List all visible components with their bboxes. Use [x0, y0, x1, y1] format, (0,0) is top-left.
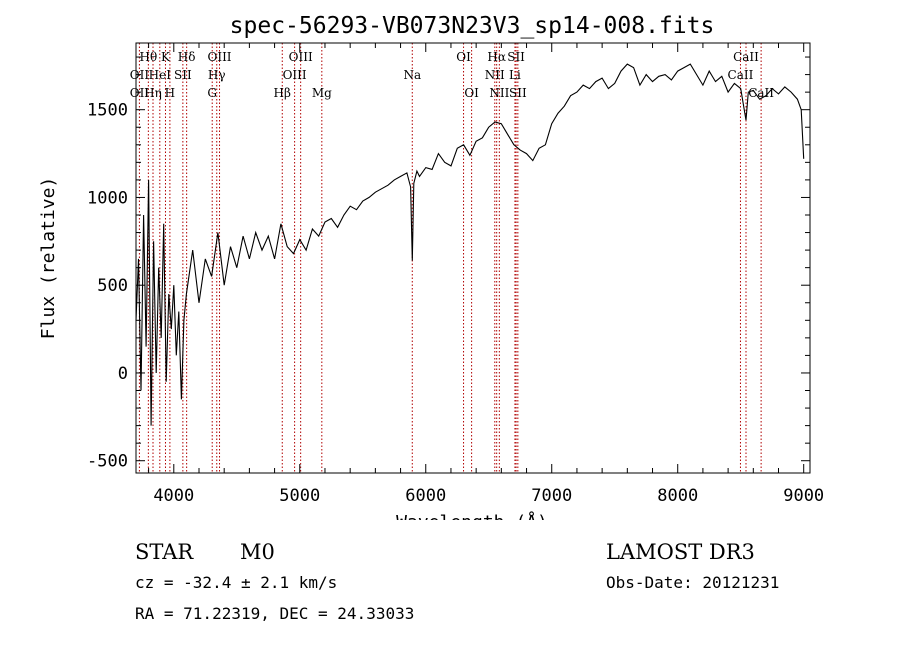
x-tick-label-1: 5000 — [279, 486, 320, 506]
spectral-line-label-6: SII — [174, 68, 192, 82]
spectral-line-label-14: OIII — [283, 68, 307, 82]
spectrum-series — [135, 63, 805, 426]
object-subclass: M0 — [240, 540, 275, 564]
redshift-readout: cz = -32.4 ± 2.1 km/s — [135, 573, 338, 592]
y-axis-label: Flux (relative) — [38, 177, 59, 340]
x-tick-label-5: 9000 — [783, 486, 824, 506]
x-axis-label: Wavelength (Å) — [396, 511, 548, 520]
x-tick-label-2: 6000 — [405, 486, 446, 506]
spectral-line-label-15: Mg — [312, 86, 332, 100]
spectral-line-label-21: NII — [485, 68, 505, 82]
spectral-line-label-7: H — [165, 86, 175, 100]
spectral-line-label-0: Hθ — [139, 50, 157, 64]
y-tick-label-2: 500 — [97, 276, 128, 296]
spectral-line-label-18: OI — [464, 86, 479, 100]
spectral-line-label-11: G — [207, 86, 217, 100]
spectral-line-label-12: Hβ — [274, 86, 291, 100]
spectral-line-label-24: SII — [509, 86, 527, 100]
spectral-line-label-23: NII — [489, 86, 509, 100]
y-tick-label-4: 1500 — [87, 101, 128, 121]
spectral-line-label-27: CaII — [748, 86, 774, 100]
spectral-line-label-17: OI — [456, 50, 471, 64]
spectral-line-label-9: OIII — [207, 50, 231, 64]
spectral-line-label-25: CaII — [733, 50, 759, 64]
y-tick-label-1: 0 — [118, 364, 128, 384]
spectral-line-label-19: Hα — [487, 50, 506, 64]
spectral-line-label-13: OIII — [289, 50, 313, 64]
spectral-line-label-8: Hδ — [178, 50, 196, 64]
observation-date: Obs-Date: 20121231 — [606, 573, 780, 592]
spectral-line-label-3: Hη — [144, 86, 162, 100]
spectral-line-label-16: Na — [403, 68, 421, 82]
chart-title: spec-56293-VB073N23V3_sp14-008.fits — [230, 13, 715, 39]
x-tick-label-0: 4000 — [153, 486, 194, 506]
spectral-line-label-4: K — [161, 50, 171, 64]
spectral-line-label-10: Hγ — [208, 68, 226, 82]
spectral-line-label-26: CaII — [728, 68, 754, 82]
spectral-line-label-22: Li — [509, 68, 521, 82]
y-axis-ticks: -500 0 500 1000 1500 — [87, 56, 810, 472]
spectral-line-label-5: HeI — [149, 68, 172, 82]
survey-name: LAMOST DR3 — [606, 540, 755, 564]
plot-frame — [135, 42, 811, 474]
spectral-line-label-20: SII — [507, 50, 525, 64]
spectrum-chart: spec-56293-VB073N23V3_sp14-008.fits Hθ OI… — [38, 13, 824, 520]
object-class: STAR — [135, 540, 194, 564]
y-tick-label-3: 1000 — [87, 188, 128, 208]
y-tick-label-0: -500 — [87, 452, 128, 472]
coordinates-readout: RA = 71.22319, DEC = 24.33033 — [135, 604, 415, 623]
x-tick-label-4: 8000 — [657, 486, 698, 506]
spectral-line-label-2: OII — [130, 86, 150, 100]
spectral-line-markers — [138, 43, 762, 473]
x-axis-ticks: 4000 5000 6000 7000 8000 9000 — [148, 43, 824, 506]
x-tick-label-3: 7000 — [531, 486, 572, 506]
